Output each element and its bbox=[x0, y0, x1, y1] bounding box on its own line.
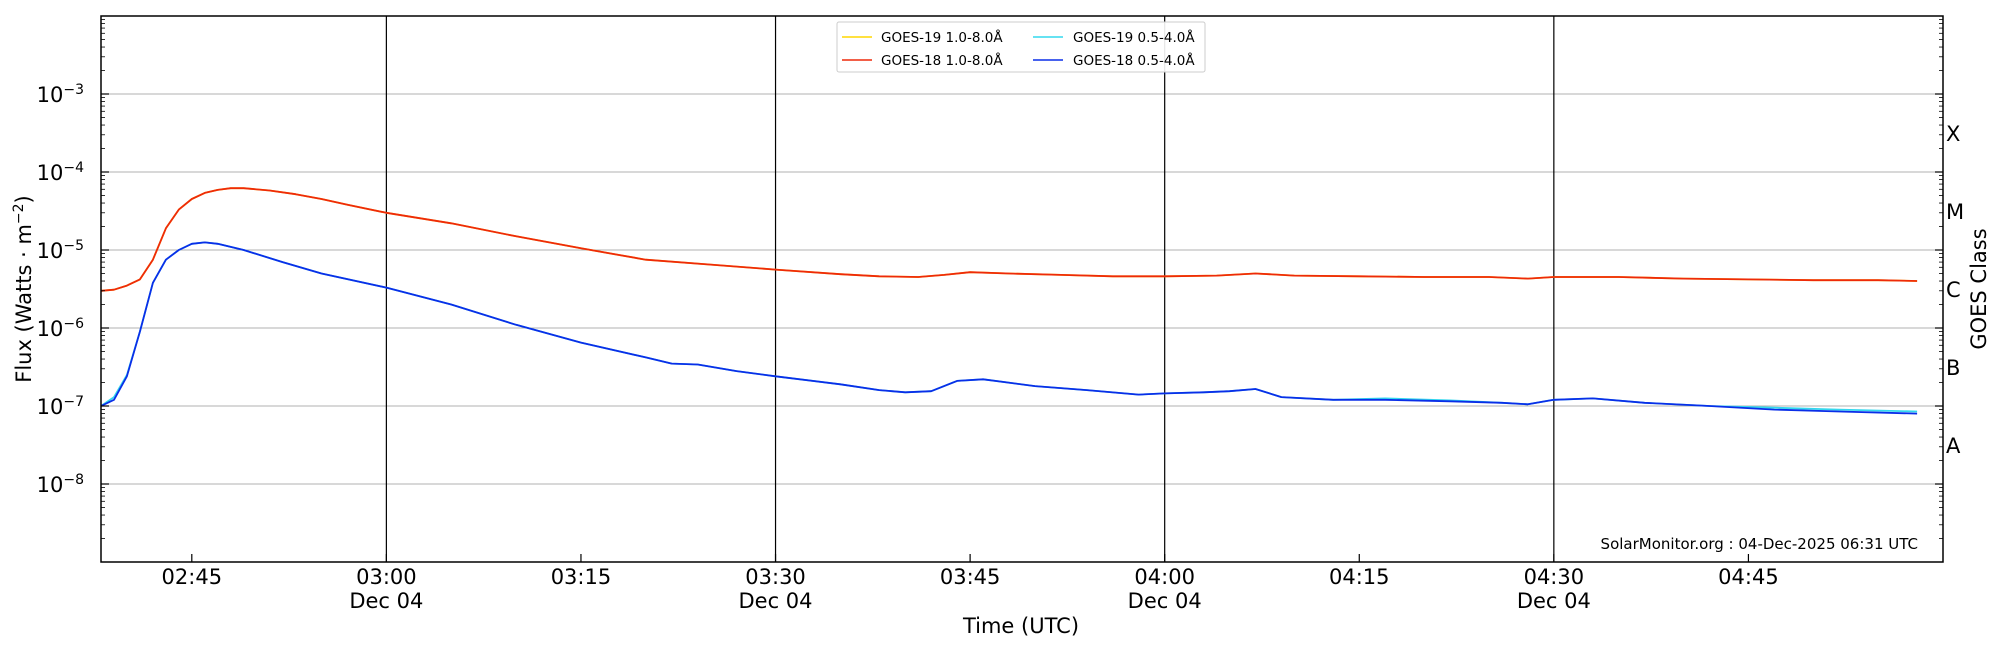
y-tick-label: 10−6 bbox=[37, 316, 84, 341]
legend-label-goes18-long: GOES-18 1.0-8.0Å bbox=[881, 52, 1003, 69]
legend: GOES-19 1.0-8.0Å GOES-18 1.0-8.0Å GOES-1… bbox=[836, 21, 1206, 73]
grid-layer bbox=[101, 93, 1943, 485]
credit-text: SolarMonitor.org : 04-Dec-2025 06:31 UTC bbox=[1601, 535, 1918, 553]
y-axis-title: Flux (Watts · m−2) bbox=[11, 195, 36, 383]
y-axis-title-suffix: ) bbox=[12, 195, 36, 203]
legend-label-goes19-long: GOES-19 1.0-8.0Å bbox=[881, 29, 1003, 46]
x-tick-label: 03:45 bbox=[940, 565, 1001, 589]
x-tick-label: 03:15 bbox=[551, 565, 612, 589]
goes-class-label: A bbox=[1946, 434, 1961, 458]
x-tick-label: 04:30 bbox=[1524, 565, 1585, 589]
x-tick-label: 03:30 bbox=[745, 565, 806, 589]
day-marker-layer bbox=[385, 16, 1555, 562]
y-axis-title-exponent: −2 bbox=[11, 203, 27, 224]
series-line-3 bbox=[100, 241, 1918, 415]
x-tick-date-label: Dec 04 bbox=[1128, 589, 1202, 613]
plot-frame bbox=[100, 15, 1944, 563]
goes-class-axis-title: GOES Class bbox=[1967, 228, 1991, 349]
y-tick-label: 10−4 bbox=[37, 160, 84, 185]
goes-class-label: M bbox=[1946, 200, 1964, 224]
x-tick-date-label: Dec 04 bbox=[1517, 589, 1591, 613]
x-tick-date-label: Dec 04 bbox=[739, 589, 813, 613]
series-line-1 bbox=[100, 187, 1918, 292]
y-tick-label: 10−3 bbox=[37, 82, 84, 107]
x-tick-label: 02:45 bbox=[162, 565, 223, 589]
legend-box bbox=[836, 21, 1206, 73]
y-tick-label: 10−8 bbox=[37, 472, 84, 497]
x-tick-label: 03:00 bbox=[356, 565, 417, 589]
goes-class-label: C bbox=[1946, 278, 1961, 302]
x-tick-label: 04:00 bbox=[1134, 565, 1195, 589]
legend-label-goes18-short: GOES-18 0.5-4.0Å bbox=[1073, 52, 1195, 69]
y-axis-ticks: 10−8 10−7 10−6 10−5 10−4 10−3 bbox=[37, 19, 1943, 539]
goes-class-label: B bbox=[1946, 356, 1960, 380]
x-axis-title: Time (UTC) bbox=[962, 614, 1079, 638]
y-tick-label: 10−5 bbox=[37, 238, 84, 263]
x-tick-label: 04:45 bbox=[1718, 565, 1779, 589]
y-axis-title-prefix: Flux (Watts · m bbox=[12, 224, 36, 383]
legend-label-goes19-short: GOES-19 0.5-4.0Å bbox=[1073, 29, 1195, 46]
x-tick-date-label: Dec 04 bbox=[349, 589, 423, 613]
goes-class-label: X bbox=[1946, 122, 1960, 146]
y-tick-label: 10−7 bbox=[37, 394, 84, 419]
x-tick-label: 04:15 bbox=[1329, 565, 1390, 589]
series-layer bbox=[100, 187, 1918, 415]
goes-class-labels: A B C M X bbox=[1946, 122, 1964, 458]
